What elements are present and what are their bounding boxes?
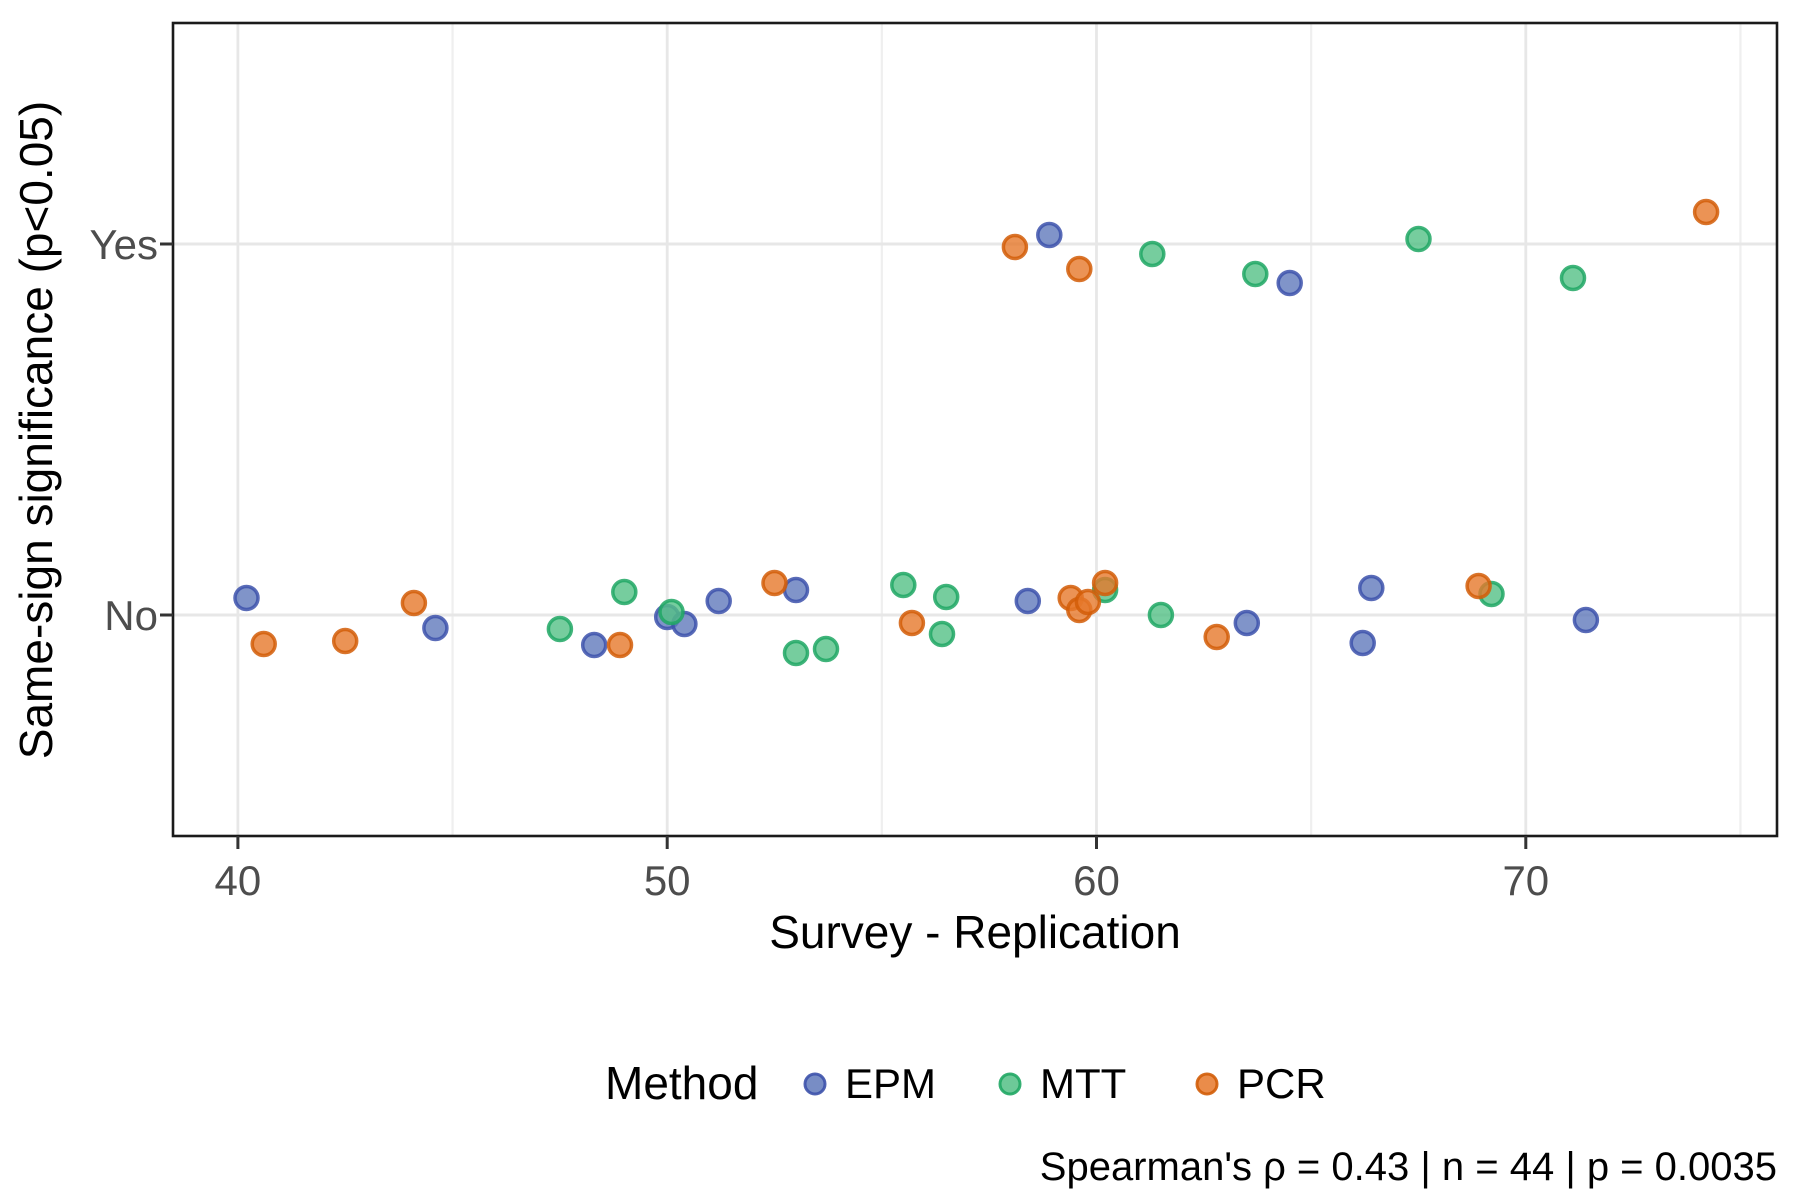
legend: Method EPM MTT PCR [605, 1057, 1326, 1109]
series-pcr [250, 198, 1720, 659]
data-point-epm [782, 576, 810, 604]
data-point-mtt [611, 578, 638, 606]
x-tick-label: 70 [1502, 857, 1549, 904]
data-point-pcr [1066, 255, 1093, 283]
data-point-pcr [1692, 198, 1720, 226]
x-axis-title: Survey - Replication [769, 906, 1181, 958]
points-layer [233, 198, 1720, 667]
data-point-mtt [932, 583, 960, 611]
data-point-mtt [1147, 601, 1175, 629]
y-tick-label: Yes [89, 221, 158, 268]
data-point-pcr [250, 630, 277, 658]
legend-key-pcr [1195, 1072, 1219, 1096]
data-point-mtt [1242, 260, 1269, 288]
data-point-mtt [658, 598, 685, 626]
x-tick-label: 40 [215, 857, 262, 904]
legend-label-epm: EPM [845, 1060, 936, 1107]
data-point-pcr [898, 609, 926, 637]
data-point-epm [580, 631, 608, 659]
x-tick-label: 50 [644, 857, 691, 904]
data-point-mtt [928, 620, 956, 648]
data-point-mtt [1559, 264, 1587, 292]
data-point-pcr [1203, 623, 1230, 651]
data-point-pcr [1465, 572, 1492, 600]
y-tick-label: No [104, 592, 158, 639]
data-point-pcr [1001, 233, 1029, 261]
data-point-pcr [331, 627, 359, 655]
legend-label-mtt: MTT [1040, 1060, 1126, 1107]
panel-border [171, 21, 1779, 838]
data-point-mtt [890, 571, 917, 599]
x-tick-label: 60 [1073, 857, 1120, 904]
grid-layer [173, 23, 1777, 836]
legend-key-epm [803, 1072, 827, 1096]
tick-layer [160, 242, 1528, 849]
data-point-epm [1233, 609, 1261, 637]
data-point-mtt [1405, 225, 1432, 253]
stats-caption: Spearman's ρ = 0.43 | n = 44 | p = 0.003… [1040, 1145, 1777, 1189]
data-point-mtt [812, 635, 840, 663]
data-point-epm [1358, 574, 1385, 602]
data-point-mtt [1139, 240, 1166, 268]
data-point-epm [1572, 606, 1600, 634]
y-axis-title: Same-sign significance (p<0.05) [10, 101, 62, 759]
tick-label-layer: 40 50 60 70 Yes No [89, 221, 1549, 904]
data-point-epm [1276, 269, 1303, 297]
legend-title: Method [605, 1057, 758, 1109]
data-point-epm [233, 584, 260, 612]
data-point-epm [422, 614, 449, 642]
series-mtt [546, 225, 1587, 667]
data-point-epm [1349, 629, 1376, 657]
data-point-epm [1036, 221, 1063, 249]
data-point-pcr [400, 589, 428, 617]
legend-items: EPM MTT PCR [803, 1060, 1326, 1107]
data-point-epm [1014, 587, 1042, 615]
data-point-mtt [782, 639, 810, 667]
legend-key-mtt [998, 1072, 1022, 1096]
data-point-pcr [761, 569, 788, 597]
series-epm [233, 221, 1600, 659]
data-point-pcr [1091, 569, 1119, 597]
data-point-epm [705, 587, 732, 615]
data-point-pcr [1074, 588, 1102, 616]
data-point-pcr [606, 631, 634, 659]
data-point-mtt [546, 615, 574, 643]
legend-label-pcr: PCR [1237, 1060, 1326, 1107]
